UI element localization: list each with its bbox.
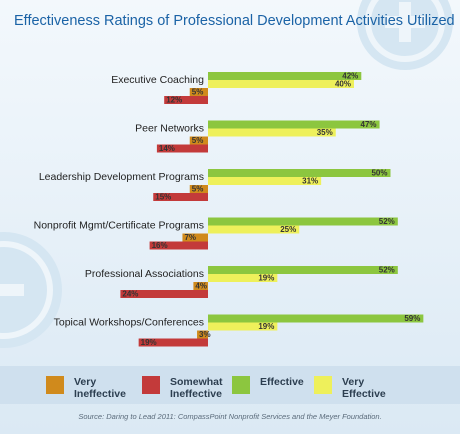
data-label-effective: 59% <box>404 314 420 323</box>
bar-effective-professional-associations <box>208 266 398 274</box>
bar-very-effective-leadership-development-programs <box>208 177 322 185</box>
data-label-somewhat-ineffective: 14% <box>159 144 175 153</box>
bar-somewhat-ineffective-nonprofit-mgmt-certificate-programs <box>149 241 208 250</box>
data-label-effective: 47% <box>361 120 377 129</box>
category-label: Peer Networks <box>135 123 204 135</box>
bar-somewhat-ineffective-topical-workshops-conferences <box>138 338 208 347</box>
category-label: Leadership Development Programs <box>39 171 204 183</box>
data-label-very-effective: 19% <box>258 322 274 331</box>
data-label-somewhat-ineffective: 19% <box>141 338 157 347</box>
category-label: Professional Associations <box>85 268 204 280</box>
bar-effective-nonprofit-mgmt-certificate-programs <box>208 217 398 226</box>
data-label-very-effective: 35% <box>317 128 333 137</box>
data-label-very-ineffective: 5% <box>192 136 204 145</box>
legend-item-very-effective: Very Effective <box>314 376 386 400</box>
data-label-somewhat-ineffective: 12% <box>166 96 182 105</box>
bar-somewhat-ineffective-professional-associations <box>120 290 208 298</box>
data-label-effective: 52% <box>379 266 395 275</box>
category-label: Nonprofit Mgmt/Certificate Programs <box>34 220 204 232</box>
data-label-very-effective: 31% <box>302 177 318 186</box>
bar-very-effective-executive-coaching <box>208 80 354 88</box>
data-label-very-ineffective: 4% <box>195 282 207 291</box>
source-note: Source: Daring to Lead 2011: CompassPoin… <box>78 412 382 421</box>
data-label-somewhat-ineffective: 15% <box>155 193 171 202</box>
legend-item-somewhat-ineffective: Somewhat Ineffective <box>142 376 223 400</box>
data-label-very-ineffective: 7% <box>184 233 196 242</box>
bar-chart: Executive Coaching 42%40% 5% 12% Peer Networ… <box>34 72 424 347</box>
bar-effective-executive-coaching <box>208 72 362 80</box>
minus-circle-icon <box>0 232 62 348</box>
bar-very-ineffective-leadership-development-programs <box>189 185 208 193</box>
bar-very-ineffective-nonprofit-mgmt-certificate-programs <box>182 233 208 242</box>
bar-very-ineffective-topical-workshops-conferences <box>197 330 208 339</box>
legend-swatch <box>314 376 332 394</box>
bar-very-effective-peer-networks <box>208 128 336 137</box>
data-label-very-effective: 40% <box>335 80 351 89</box>
legend-label: Very Effective <box>342 376 386 400</box>
data-label-somewhat-ineffective: 24% <box>122 290 138 299</box>
legend-label: Effective <box>260 376 304 388</box>
bar-very-effective-professional-associations <box>208 274 278 282</box>
data-label-somewhat-ineffective: 16% <box>152 241 168 250</box>
bar-very-ineffective-peer-networks <box>189 136 208 145</box>
legend-swatch <box>232 376 250 394</box>
bar-effective-leadership-development-programs <box>208 169 391 177</box>
bar-very-ineffective-professional-associations <box>193 282 208 290</box>
bar-very-effective-nonprofit-mgmt-certificate-programs <box>208 225 300 234</box>
legend-swatch <box>142 376 160 394</box>
category-label: Topical Workshops/Conferences <box>54 317 204 329</box>
legend-swatch <box>46 376 64 394</box>
legend-item-effective: Effective <box>232 376 304 394</box>
data-label-effective: 42% <box>342 72 358 81</box>
bar-somewhat-ineffective-leadership-development-programs <box>153 193 208 201</box>
legend: Very Ineffective Somewhat Ineffective Ef… <box>0 366 460 404</box>
bar-very-effective-topical-workshops-conferences <box>208 322 278 331</box>
data-label-very-ineffective: 5% <box>192 185 204 194</box>
data-label-very-effective: 19% <box>258 274 274 283</box>
data-label-very-effective: 25% <box>280 225 296 234</box>
legend-label: Very Ineffective <box>74 376 126 400</box>
chart-title: Effectiveness Ratings of Professional De… <box>14 13 455 29</box>
category-label: Executive Coaching <box>111 74 204 86</box>
bar-somewhat-ineffective-executive-coaching <box>164 96 208 104</box>
bar-very-ineffective-executive-coaching <box>189 88 208 96</box>
bar-somewhat-ineffective-peer-networks <box>156 144 208 153</box>
data-label-effective: 52% <box>379 217 395 226</box>
data-label-very-ineffective: 5% <box>192 88 204 97</box>
data-label-very-ineffective: 3% <box>199 330 211 339</box>
legend-item-very-ineffective: Very Ineffective <box>46 376 126 400</box>
legend-label: Somewhat Ineffective <box>170 376 223 400</box>
bar-effective-topical-workshops-conferences <box>208 314 424 323</box>
bar-effective-peer-networks <box>208 120 380 129</box>
data-label-effective: 50% <box>371 169 387 178</box>
